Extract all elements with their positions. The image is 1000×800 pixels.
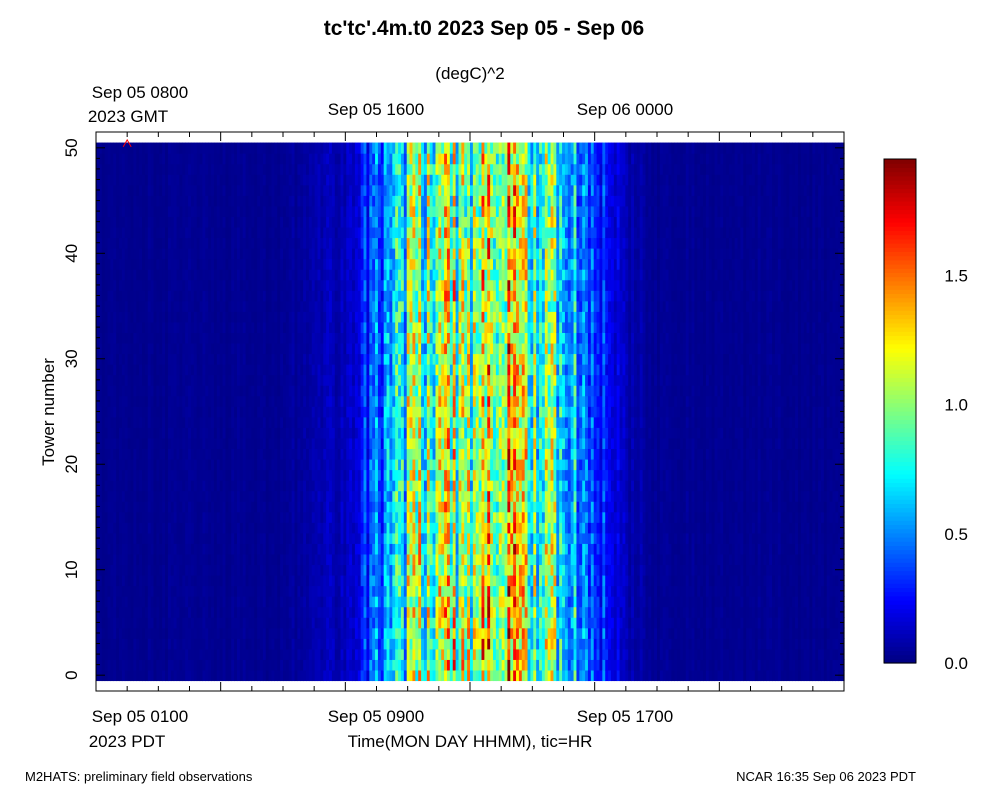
chart-title: tc'tc'.4m.t0 2023 Sep 05 - Sep 06	[324, 17, 645, 40]
top-tick-label-1: Sep 05 0800	[92, 83, 188, 102]
top-tick-label-1-timezone: 2023 GMT	[88, 107, 168, 126]
heatmap-cells	[96, 143, 845, 682]
units-label: (degC)^2	[435, 64, 504, 83]
top-axis-labels: Sep 05 0800 2023 GMT Sep 05 1600 Sep 06 …	[88, 83, 673, 126]
top-tick-label-2: Sep 05 1600	[328, 100, 424, 119]
top-tick-label-3: Sep 06 0000	[577, 100, 673, 119]
